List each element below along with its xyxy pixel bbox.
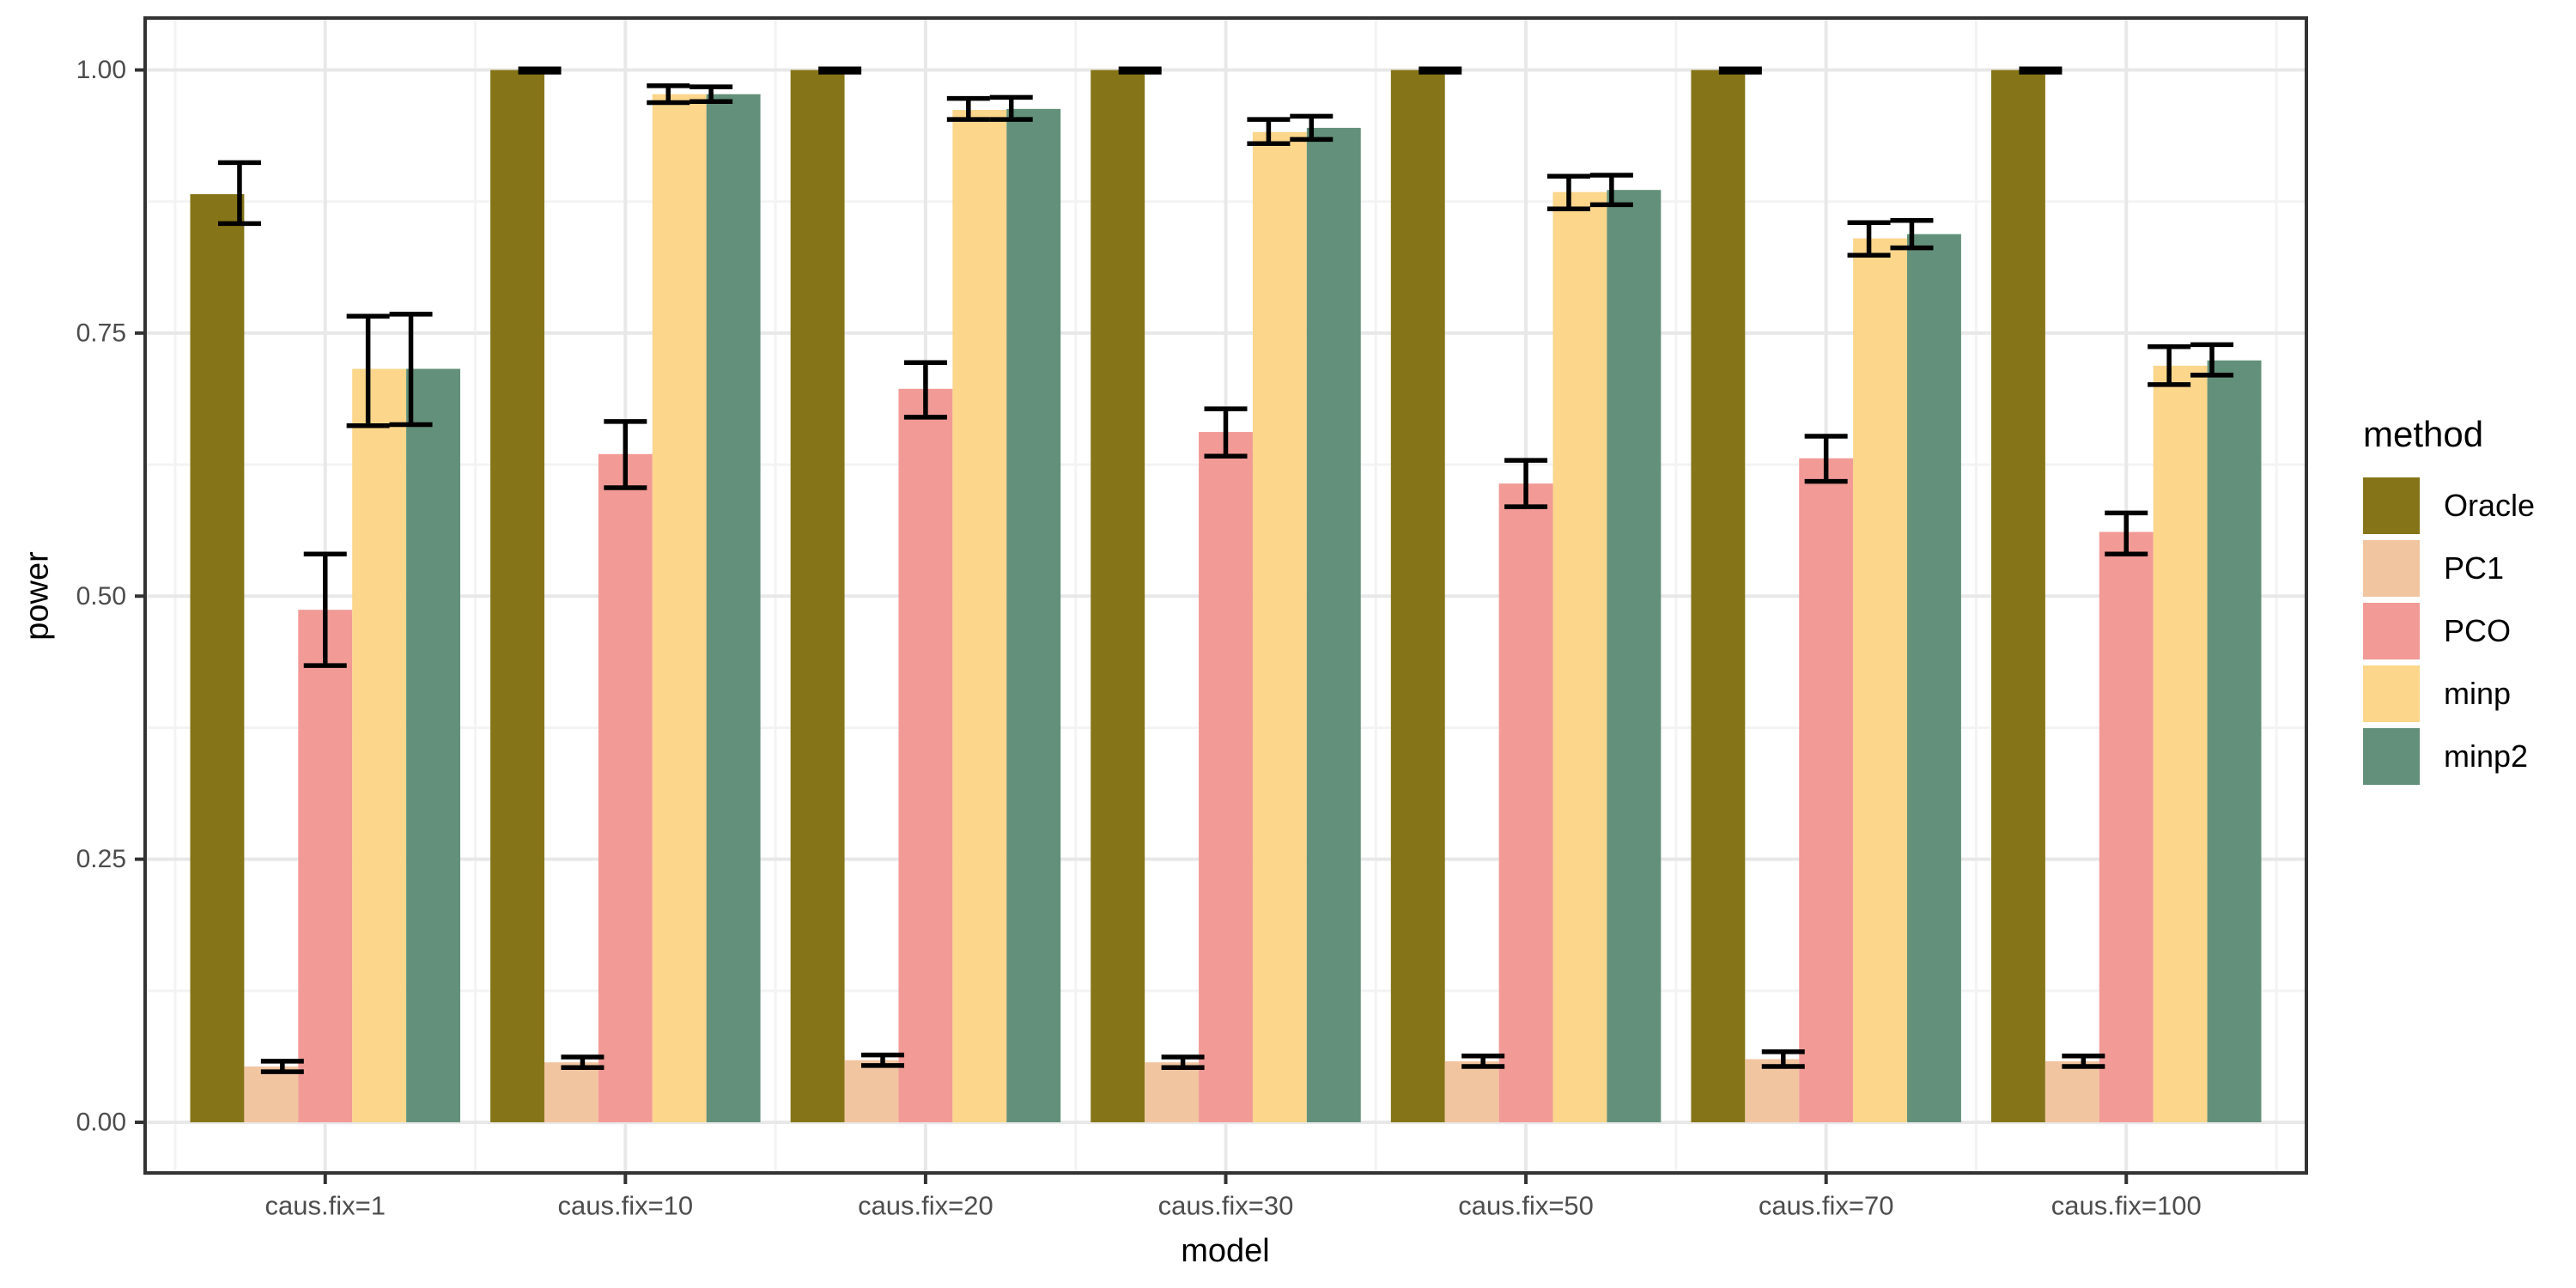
bar-minp2-caus.fix=30 <box>1306 127 1361 1123</box>
bar-minp-caus.fix=1 <box>352 368 407 1122</box>
bar-Oracle-caus.fix=100 <box>1991 70 2045 1122</box>
bar-PC1-caus.fix=1 <box>244 1066 299 1122</box>
bar-PC1-caus.fix=30 <box>1145 1062 1200 1122</box>
x-axis-title: model <box>1181 1233 1270 1269</box>
x-tick-label: caus.fix=1 <box>265 1191 386 1221</box>
legend-item-minp: minp <box>2363 665 2535 722</box>
bar-PCO-caus.fix=20 <box>898 388 953 1122</box>
legend-item-oracle: Oracle <box>2363 477 2535 534</box>
bar-minp2-caus.fix=100 <box>2207 360 2262 1122</box>
legend-label-pco: PCO <box>2444 613 2512 648</box>
y-tick-label: 0.00 <box>76 1109 126 1137</box>
x-tick-label: caus.fix=20 <box>858 1191 993 1221</box>
bar-Oracle-caus.fix=20 <box>790 70 845 1122</box>
bar-PC1-caus.fix=50 <box>1444 1060 1499 1122</box>
legend-item-pc1: PC1 <box>2363 540 2535 597</box>
legend-label-minp: minp <box>2444 676 2512 711</box>
x-tick-label: caus.fix=50 <box>1458 1191 1594 1221</box>
bar-PC1-caus.fix=10 <box>544 1062 598 1122</box>
bar-minp-caus.fix=50 <box>1552 191 1607 1123</box>
x-tick-label: caus.fix=100 <box>2051 1191 2202 1221</box>
y-tick-label: 1.00 <box>76 56 126 84</box>
bar-minp2-caus.fix=70 <box>1907 234 1961 1123</box>
legend: method Oracle PC1 PCO minp minp2 <box>2363 414 2535 791</box>
x-tick-label: caus.fix=30 <box>1158 1191 1294 1221</box>
y-axis-title: power <box>19 551 56 641</box>
legend-label-oracle: Oracle <box>2444 488 2536 523</box>
x-tick-label: caus.fix=70 <box>1759 1191 1894 1221</box>
bar-Oracle-caus.fix=30 <box>1091 70 1145 1122</box>
y-tick-label: 0.25 <box>76 845 126 873</box>
bar-minp2-caus.fix=10 <box>706 94 761 1122</box>
bar-minp2-caus.fix=20 <box>1006 108 1061 1122</box>
legend-label-pc1: PC1 <box>2444 550 2505 586</box>
bar-minp-caus.fix=70 <box>1853 238 1908 1123</box>
legend-item-pco: PCO <box>2363 603 2535 659</box>
bar-Oracle-caus.fix=70 <box>1691 70 1746 1122</box>
bar-PCO-caus.fix=50 <box>1498 483 1553 1122</box>
y-tick-label: 0.50 <box>76 582 126 611</box>
legend-label-minp2: minp2 <box>2444 738 2529 774</box>
bar-PCO-caus.fix=30 <box>1199 432 1253 1122</box>
legend-swatch-minp2 <box>2363 728 2420 785</box>
legend-item-minp2: minp2 <box>2363 728 2535 785</box>
legend-swatch-minp <box>2363 665 2420 722</box>
bar-minp2-caus.fix=50 <box>1607 190 1662 1122</box>
bar-PCO-caus.fix=10 <box>598 453 653 1122</box>
bar-PCO-caus.fix=1 <box>298 610 353 1122</box>
legend-swatch-pc1 <box>2363 540 2420 597</box>
y-tick-label: 0.75 <box>76 319 126 347</box>
bar-minp-caus.fix=100 <box>2153 365 2208 1123</box>
bar-Oracle-caus.fix=1 <box>190 194 245 1122</box>
legend-swatch-pco <box>2363 603 2420 659</box>
x-tick-label: caus.fix=10 <box>557 1191 693 1221</box>
bar-PCO-caus.fix=70 <box>1799 458 1854 1122</box>
bar-PC1-caus.fix=100 <box>2044 1060 2099 1122</box>
bar-minp-caus.fix=20 <box>952 110 1007 1123</box>
bar-minp-caus.fix=30 <box>1252 131 1307 1123</box>
bar-minp2-caus.fix=1 <box>406 368 460 1122</box>
legend-swatch-oracle <box>2363 477 2420 534</box>
bar-PC1-caus.fix=70 <box>1745 1059 1800 1122</box>
bar-PCO-caus.fix=100 <box>2099 532 2154 1122</box>
bar-PC1-caus.fix=20 <box>844 1060 899 1122</box>
bar-Oracle-caus.fix=50 <box>1390 70 1445 1122</box>
bar-minp-caus.fix=10 <box>652 94 707 1122</box>
legend-title: method <box>2363 414 2484 454</box>
bar-Oracle-caus.fix=10 <box>490 70 544 1122</box>
